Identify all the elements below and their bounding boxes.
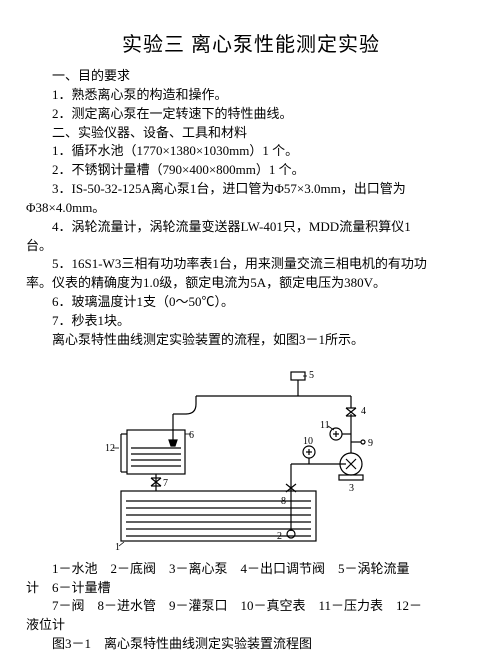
label-5: 5 bbox=[309, 370, 314, 381]
legend-line-2: 7－阀 8－进水管 9－灌泵口 10－真空表 11－压力表 12－ bbox=[26, 597, 476, 616]
section2-note: 离心泵特性曲线测定实验装置的流程，如图3－1所示。 bbox=[26, 331, 476, 350]
legend-line-1-cont: 计 6－计量槽 bbox=[26, 579, 476, 598]
label-8: 8 bbox=[281, 496, 286, 507]
label-9: 9 bbox=[368, 438, 373, 449]
section2-header: 二、实验仪器、设备、工具和材料 bbox=[26, 124, 476, 143]
section2-item-4: 4．涡轮流量计，涡轮流量变送器LW-401只，MDD流量积算仪1 bbox=[26, 218, 476, 237]
section2-item-5: 5．16S1-W3三相有功功率表1台，用来测量交流三相电机的有功功 bbox=[26, 255, 476, 274]
legend-line-2-cont: 液位计 bbox=[26, 616, 476, 635]
label-12: 12 bbox=[105, 443, 115, 454]
section2-item-6: 6．玻璃温度计1支（0～50℃）。 bbox=[26, 293, 476, 312]
label-10: 10 bbox=[303, 436, 313, 447]
section2-item-7: 7．秒表1块。 bbox=[26, 312, 476, 331]
flowchart-diagram: 1 2 3 4 5 6 7 8 9 10 11 12 bbox=[26, 356, 476, 556]
section1-header: 一、目的要求 bbox=[26, 67, 476, 86]
section1-item-1: 1．熟悉离心泵的构造和操作。 bbox=[26, 86, 476, 105]
figure-caption: 图3－1 离心泵特性曲线测定实验装置流程图 bbox=[26, 635, 476, 654]
label-1: 1 bbox=[115, 542, 120, 553]
section2-item-3-cont: Φ38×4.0mm。 bbox=[26, 199, 476, 218]
section2-item-3: 3．IS-50-32-125A离心泵1台，进口管为Φ57×3.0mm，出口管为 bbox=[26, 180, 476, 199]
page-title: 实验三 离心泵性能测定实验 bbox=[26, 28, 476, 57]
label-3: 3 bbox=[349, 483, 354, 494]
section2-item-4-cont: 台。 bbox=[26, 237, 476, 256]
label-4: 4 bbox=[361, 406, 366, 417]
label-6: 6 bbox=[189, 430, 194, 441]
label-11: 11 bbox=[320, 420, 330, 431]
section2-item-2: 2．不锈钢计量槽（790×400×800mm）1 个。 bbox=[26, 161, 476, 180]
label-2: 2 bbox=[277, 531, 282, 542]
section2-item-5-cont: 率。仪表的精确度为1.0级，额定电流为5A，额定电压为380V。 bbox=[26, 274, 476, 293]
label-7: 7 bbox=[163, 478, 168, 489]
section2-item-1: 1．循环水池（1770×1380×1030mm）1 个。 bbox=[26, 142, 476, 161]
legend-line-1: 1－水池 2－底阀 3－离心泵 4－出口调节阀 5－涡轮流量 bbox=[26, 560, 476, 579]
section1-item-2: 2．测定离心泵在一定转速下的特性曲线。 bbox=[26, 105, 476, 124]
